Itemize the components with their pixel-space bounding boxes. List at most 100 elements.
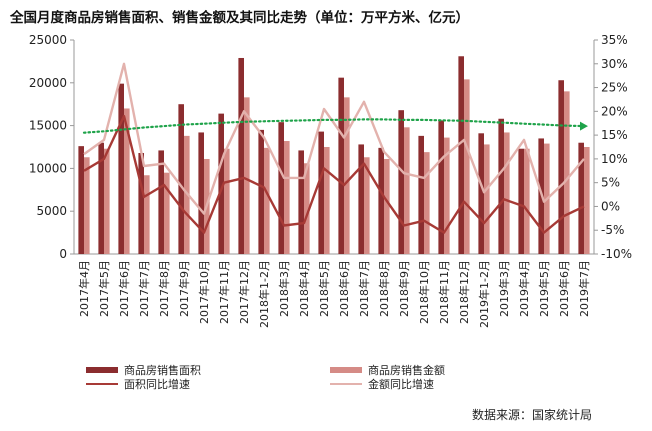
bar-amount <box>384 158 390 254</box>
bar-amount <box>464 79 470 254</box>
x-tick-label: 2018年7月 <box>357 260 371 317</box>
bar-area <box>158 150 164 254</box>
y-left-tick-label: 15000 <box>29 119 67 133</box>
y-right-tick-label: 0% <box>601 199 620 213</box>
bar-area <box>98 142 104 254</box>
x-tick-label: 2018年5月 <box>317 260 331 317</box>
x-tick-label: 2019年4月 <box>517 260 531 317</box>
x-tick-label: 2019年6月 <box>557 260 571 317</box>
bar-amount <box>344 97 350 255</box>
x-tick-label: 2017年6月 <box>117 260 131 317</box>
bar-area <box>518 148 524 254</box>
x-tick-label: 2017年5月 <box>97 260 111 317</box>
y-left-tick-label: 20000 <box>29 76 67 90</box>
x-tick-label: 2018年9月 <box>397 260 411 317</box>
bar-amount <box>244 97 250 255</box>
bar-area <box>118 83 124 254</box>
x-tick-label: 2017年7月 <box>137 260 151 317</box>
x-tick-label: 2017年8月 <box>157 260 171 317</box>
bar-area <box>478 133 484 254</box>
x-tick-label: 2018年10月 <box>417 260 431 324</box>
lines-layer <box>82 62 588 234</box>
bar-amount <box>584 147 590 254</box>
bar-amount <box>284 141 290 254</box>
y-right-tick-label: 10% <box>601 152 628 166</box>
bar-area <box>238 57 244 255</box>
bar-area <box>438 120 444 255</box>
bar-amount <box>324 147 330 254</box>
chart-title: 全国月度商品房销售面积、销售金额及其同比走势（单位：万平方米、亿元） <box>10 10 469 26</box>
x-tick-label: 2018年4月 <box>297 260 311 317</box>
y-left-tick-label: 0 <box>59 247 67 261</box>
bar-area <box>398 110 404 254</box>
bar-area <box>338 77 344 254</box>
y-right-tick-label: 25% <box>601 81 628 95</box>
legend-label-area-line: 面积同比增速 <box>124 378 190 391</box>
bar-area <box>578 142 584 254</box>
axes-layer: 0 5000 10000 15000 20000 25000 -10% -5% 0% 5% 10% 1… <box>29 33 632 261</box>
bar-area <box>378 147 384 254</box>
bar-amount <box>104 148 110 254</box>
source-note: 数据来源：国家统计局 <box>471 408 592 422</box>
x-tick-label: 2017年9月 <box>177 260 191 317</box>
legend-swatch-amount-line <box>330 383 362 385</box>
bar-area <box>138 152 144 254</box>
bar-amount <box>504 132 510 254</box>
bars-layer <box>78 56 590 255</box>
bar-area <box>178 104 184 254</box>
legend-label-amount-line: 金额同比增速 <box>368 378 434 391</box>
x-tick-label: 2018年1-2月 <box>257 260 271 328</box>
y-right-tick-label: 20% <box>601 104 628 118</box>
bar-amount <box>224 148 230 254</box>
bar-area <box>558 80 564 255</box>
legend-swatch-area-line <box>86 383 118 385</box>
bar-area <box>498 118 504 254</box>
y-left-tick-label: 10000 <box>29 161 67 175</box>
line-amount-growth <box>83 62 585 215</box>
bar-amount <box>84 157 90 254</box>
bar-area <box>318 131 324 254</box>
bar-amount <box>364 157 370 254</box>
legend-area-bar: 商品房销售面积 <box>86 362 201 378</box>
legend-label-amount-bar: 商品房销售金额 <box>368 364 445 377</box>
bar-area <box>458 56 464 254</box>
bar-amount <box>404 127 410 254</box>
x-tick-label: 2018年6月 <box>337 260 351 317</box>
bar-area <box>418 135 424 254</box>
bar-amount <box>424 152 430 254</box>
legend-swatch-amount-bar <box>330 367 362 373</box>
bar-area <box>78 146 84 254</box>
x-tick-label: 2019年1-2月 <box>477 260 491 328</box>
bar-amount <box>484 144 490 254</box>
bar-amount <box>264 147 270 254</box>
y-right-tick-label: 30% <box>601 57 628 71</box>
y-right-tick-label: -5% <box>601 223 624 237</box>
bar-amount <box>564 91 570 254</box>
bar-area <box>198 132 204 254</box>
legend-amount-line: 金额同比增速 <box>330 376 434 392</box>
line-area-growth <box>83 114 585 234</box>
x-tick-label: 2018年11月 <box>437 260 451 324</box>
x-tick-label: 2017年12月 <box>237 260 251 324</box>
x-tick-label: 2018年8月 <box>377 260 391 317</box>
x-tick-label: 2019年7月 <box>577 260 591 317</box>
bar-amount <box>144 175 150 254</box>
x-tick-label: 2017年10月 <box>197 260 211 324</box>
bar-area <box>298 150 304 254</box>
y-right-tick-label: 15% <box>601 128 628 142</box>
bar-amount <box>124 108 130 254</box>
x-tick-labels: 2017年4月 2017年5月 2017年6月 2017年7月 2017年8月 2017年… <box>77 260 591 328</box>
y-left-tick-label: 5000 <box>36 204 67 218</box>
x-tick-label: 2019年5月 <box>537 260 551 317</box>
trend-arrow <box>580 121 588 131</box>
legend-area-line: 面积同比增速 <box>86 376 190 392</box>
y-right-tick-label: 35% <box>601 33 628 47</box>
y-right-tick-label: 5% <box>601 176 620 190</box>
x-tick-label: 2017年11月 <box>217 260 231 324</box>
x-tick-label: 2018年3月 <box>277 260 291 317</box>
bar-amount <box>304 163 310 254</box>
legend-label-area-bar: 商品房销售面积 <box>124 364 201 377</box>
y-right-tick-label: -10% <box>601 247 632 261</box>
bar-amount <box>444 137 450 254</box>
